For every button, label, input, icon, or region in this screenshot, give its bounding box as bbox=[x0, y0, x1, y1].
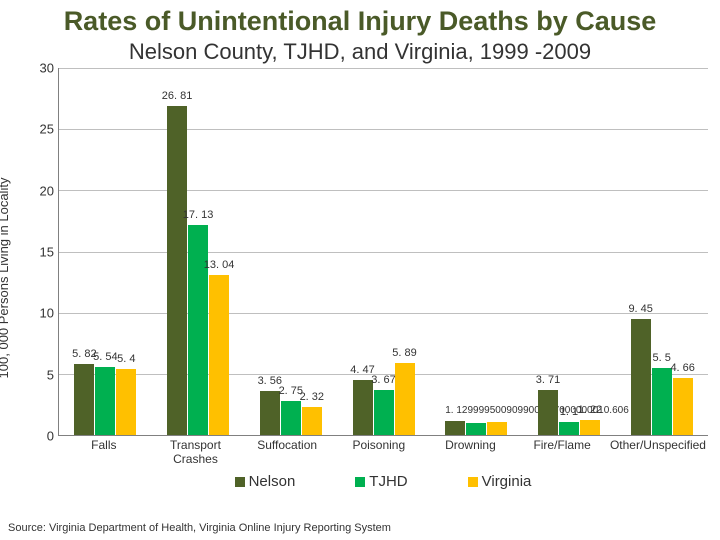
bar-group: 9. 455. 54. 66 bbox=[615, 68, 708, 435]
plot-area: 5. 825. 545. 426. 8117. 1313. 043. 562. … bbox=[58, 68, 708, 436]
bar bbox=[487, 422, 507, 435]
legend-label: Virginia bbox=[482, 473, 532, 490]
ytick-20: 20 bbox=[34, 183, 54, 198]
bar-value-label: 26. 81 bbox=[162, 90, 193, 102]
legend-label: Nelson bbox=[249, 473, 296, 490]
source-text: Source: Virginia Department of Health, V… bbox=[8, 522, 391, 534]
bar: 13. 04 bbox=[209, 275, 229, 435]
page-title: Rates of Unintentional Injury Deaths by … bbox=[0, 0, 720, 37]
bar: 3. 71 bbox=[538, 390, 558, 436]
bar-value-label: 9. 45 bbox=[628, 303, 652, 315]
bar: 26. 81 bbox=[167, 106, 187, 435]
bar-value-label: 2. 32 bbox=[300, 391, 324, 403]
bar-value-label: 1. 22 bbox=[578, 404, 602, 416]
legend-label: TJHD bbox=[369, 473, 407, 490]
x-tick-label: Falls bbox=[58, 438, 150, 466]
bar-value-label: 5. 54 bbox=[93, 351, 117, 363]
bar-value-label: 1. 1 bbox=[560, 406, 578, 418]
legend: Nelson TJHD Virginia bbox=[58, 473, 708, 490]
x-ticks: FallsTransport CrashesSuffocationPoisoni… bbox=[58, 438, 708, 466]
ytick-10: 10 bbox=[34, 306, 54, 321]
bar-value-label: 13. 04 bbox=[204, 259, 235, 271]
ytick-5: 5 bbox=[34, 367, 54, 382]
bar: 4. 47 bbox=[353, 380, 373, 435]
x-tick-label: Poisoning bbox=[333, 438, 425, 466]
x-tick-label: Drowning bbox=[425, 438, 517, 466]
page-subtitle: Nelson County, TJHD, and Virginia, 1999 … bbox=[0, 39, 720, 65]
legend-item: TJHD bbox=[355, 473, 407, 490]
legend-swatch bbox=[355, 477, 365, 487]
bar-value-label: 5. 4 bbox=[117, 353, 135, 365]
legend-swatch bbox=[235, 477, 245, 487]
ytick-30: 30 bbox=[34, 61, 54, 76]
ytick-0: 0 bbox=[34, 429, 54, 444]
x-tick-label: Other/Unspecified bbox=[608, 438, 708, 466]
bar-group: 5. 825. 545. 4 bbox=[59, 68, 152, 435]
bar: 5. 82 bbox=[74, 364, 94, 435]
bar: 9. 45 bbox=[631, 319, 651, 435]
chart-container: Age-Adjusted Unintentional Injury Deaths… bbox=[8, 68, 712, 488]
bar-value-label: 3. 67 bbox=[371, 374, 395, 386]
bar: 5. 5 bbox=[652, 368, 672, 435]
bar-value-label: 3. 71 bbox=[536, 374, 560, 386]
bar: 1. 1 bbox=[559, 422, 579, 435]
bar-value-label: 5. 89 bbox=[392, 347, 416, 359]
x-tick-label: Suffocation bbox=[241, 438, 333, 466]
bar: 3. 56 bbox=[260, 391, 280, 435]
bar: 5. 54 bbox=[95, 367, 115, 435]
ytick-15: 15 bbox=[34, 245, 54, 260]
bar: 4. 66 bbox=[673, 378, 693, 435]
y-axis-label: Age-Adjusted Unintentional Injury Deaths… bbox=[0, 148, 11, 408]
bar: 5. 4 bbox=[116, 369, 136, 435]
bar-group: 1. 12999950090990000.7000000010.606 bbox=[430, 68, 523, 435]
bar-group: 3. 562. 752. 32 bbox=[244, 68, 337, 435]
bar-group: 26. 8117. 1313. 04 bbox=[152, 68, 245, 435]
bar-group: 3. 711. 11. 22 bbox=[523, 68, 616, 435]
bar-value-label: 4. 66 bbox=[670, 362, 694, 374]
legend-item: Nelson bbox=[235, 473, 296, 490]
bar-value-label: 17. 13 bbox=[183, 209, 214, 221]
x-tick-label: Fire/Flame bbox=[516, 438, 608, 466]
legend-item: Virginia bbox=[468, 473, 532, 490]
bar: 2. 32 bbox=[302, 407, 322, 435]
bar bbox=[466, 423, 486, 435]
bar: 1. 22 bbox=[580, 420, 600, 435]
ytick-25: 25 bbox=[34, 122, 54, 137]
bar: 2. 75 bbox=[281, 401, 301, 435]
bar: 5. 89 bbox=[395, 363, 415, 435]
bar: 17. 13 bbox=[188, 225, 208, 435]
bar: 1. 12999950090990000.7000000010.606 bbox=[445, 421, 465, 435]
legend-swatch bbox=[468, 477, 478, 487]
bar-value-label: 5. 5 bbox=[652, 352, 670, 364]
bar: 3. 67 bbox=[374, 390, 394, 435]
bar-group: 4. 473. 675. 89 bbox=[337, 68, 430, 435]
x-tick-label: Transport Crashes bbox=[150, 438, 242, 466]
